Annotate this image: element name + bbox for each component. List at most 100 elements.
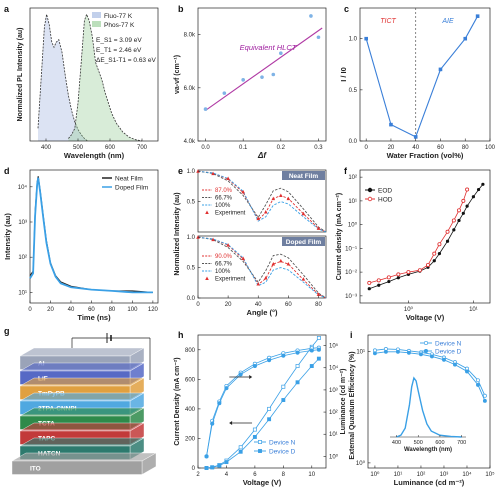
y-axis-label: I / I0 [339, 67, 348, 82]
hod-point [461, 198, 466, 203]
experiment-point [211, 237, 215, 242]
x-tick-label: 40 [412, 145, 419, 151]
eod-point [452, 228, 456, 232]
y-tick-label: 1.0 [187, 235, 196, 241]
decay-line [29, 176, 153, 293]
y2-axis-label: Luminance (cd m⁻²) [340, 369, 347, 435]
y-tick-label: 10³ [329, 388, 338, 394]
experiment-point [256, 282, 261, 286]
x-tick-label: 80 [462, 145, 469, 151]
panel-letter: i [350, 330, 353, 340]
panel-letter: a [4, 4, 10, 14]
legend-label: 87.0% [215, 188, 233, 194]
layer-top [19, 407, 145, 417]
legend-label: Experiment [215, 211, 246, 217]
legend-marker [423, 340, 429, 346]
x-axis-label: Angle (°) [247, 308, 278, 317]
eqe-point [476, 378, 480, 383]
legend-swatch [205, 210, 209, 214]
eod-point [471, 195, 476, 199]
annotation-aie: AIE [441, 18, 454, 25]
legend-label: Experiment [215, 277, 246, 283]
layer-top [19, 362, 145, 372]
eod-point [367, 287, 371, 291]
hod-point [386, 275, 391, 280]
eqe-point [442, 357, 446, 362]
layer-top [11, 452, 157, 462]
y-tick-label: 10⁻¹ [345, 246, 357, 252]
jv-point [316, 356, 321, 361]
legend-label: 66.7% [215, 262, 233, 268]
x-tick-label: 10 [308, 472, 315, 478]
subplot-title: Neat Film [289, 173, 318, 180]
jv-point [267, 417, 272, 422]
x-tick-label: 80 [109, 307, 116, 313]
legend-label: 66.7% [215, 196, 233, 202]
experiment-point [226, 176, 230, 181]
experiment-point [279, 258, 283, 263]
y-tick-label: 0.5 [187, 266, 196, 272]
annotation-tict: TICT [380, 18, 396, 25]
data-point [316, 35, 321, 40]
y-tick-label: 10⁻³ [345, 294, 357, 300]
experiment-point [301, 211, 306, 216]
x-tick-label: 0.0 [201, 145, 210, 151]
y-tick-label: 10³ [18, 220, 27, 226]
legend-swatch [92, 21, 101, 27]
eqe-point [406, 350, 411, 355]
sim-curve [197, 236, 327, 299]
y-tick-label: 10² [329, 410, 338, 416]
x-tick-label: 20 [47, 307, 54, 313]
eqe-point [383, 349, 388, 354]
eod-point [437, 252, 442, 256]
line-phos [68, 13, 143, 142]
hod-point [445, 229, 450, 234]
x-axis-label: Wavelength (nm) [64, 151, 125, 160]
data-point [364, 36, 368, 41]
x-tick-label: 80 [315, 302, 322, 308]
jv-point [252, 427, 257, 432]
legend-label: Neat Film [115, 176, 143, 183]
plot-frame [197, 334, 327, 469]
panel-letter: d [4, 166, 10, 176]
y-tick-label: 10¹ [18, 290, 27, 296]
plot-frame [197, 235, 327, 299]
x-tick-label: 8 [282, 472, 286, 478]
data-point [222, 91, 227, 95]
annotation: ΔE_S1-T1 = 0.63 eV [96, 57, 156, 64]
y-tick-label: 0.0 [349, 139, 358, 145]
hod-point [456, 208, 461, 213]
y-tick-label: 0.5 [349, 88, 358, 94]
x-tick-label: 0 [28, 307, 32, 313]
data-point [438, 67, 443, 72]
hod-point [425, 262, 430, 267]
layer-top [19, 377, 145, 387]
layer-top [19, 392, 145, 402]
eqe-line [374, 351, 486, 401]
series-line [206, 347, 319, 457]
lv-point [267, 358, 272, 363]
data-point [413, 135, 418, 139]
hod-point [376, 278, 381, 283]
annotation: Equivalent HLCT [240, 43, 298, 52]
hod-point [451, 218, 456, 223]
jv-point [281, 384, 286, 389]
x-tick-label: 40 [68, 307, 75, 313]
x-tick-label: 10⁵ [485, 471, 495, 478]
experiment-point [286, 261, 291, 266]
y-axis-label: Intensity (au) [3, 213, 12, 260]
sim-curve [197, 170, 327, 233]
area-fluo [38, 14, 88, 141]
y-tick-label: 0.5 [187, 200, 196, 206]
decay-line [29, 177, 153, 294]
legend-label: EOD [378, 188, 392, 195]
eod-point [432, 259, 436, 263]
x-tick-label: 10⁴ [462, 471, 472, 478]
plot-frame [29, 169, 159, 304]
eqe-point [395, 349, 400, 354]
jv-point [252, 435, 257, 439]
plot-frame [359, 169, 491, 304]
plot-frame [29, 7, 159, 142]
legend-marker [258, 440, 262, 444]
